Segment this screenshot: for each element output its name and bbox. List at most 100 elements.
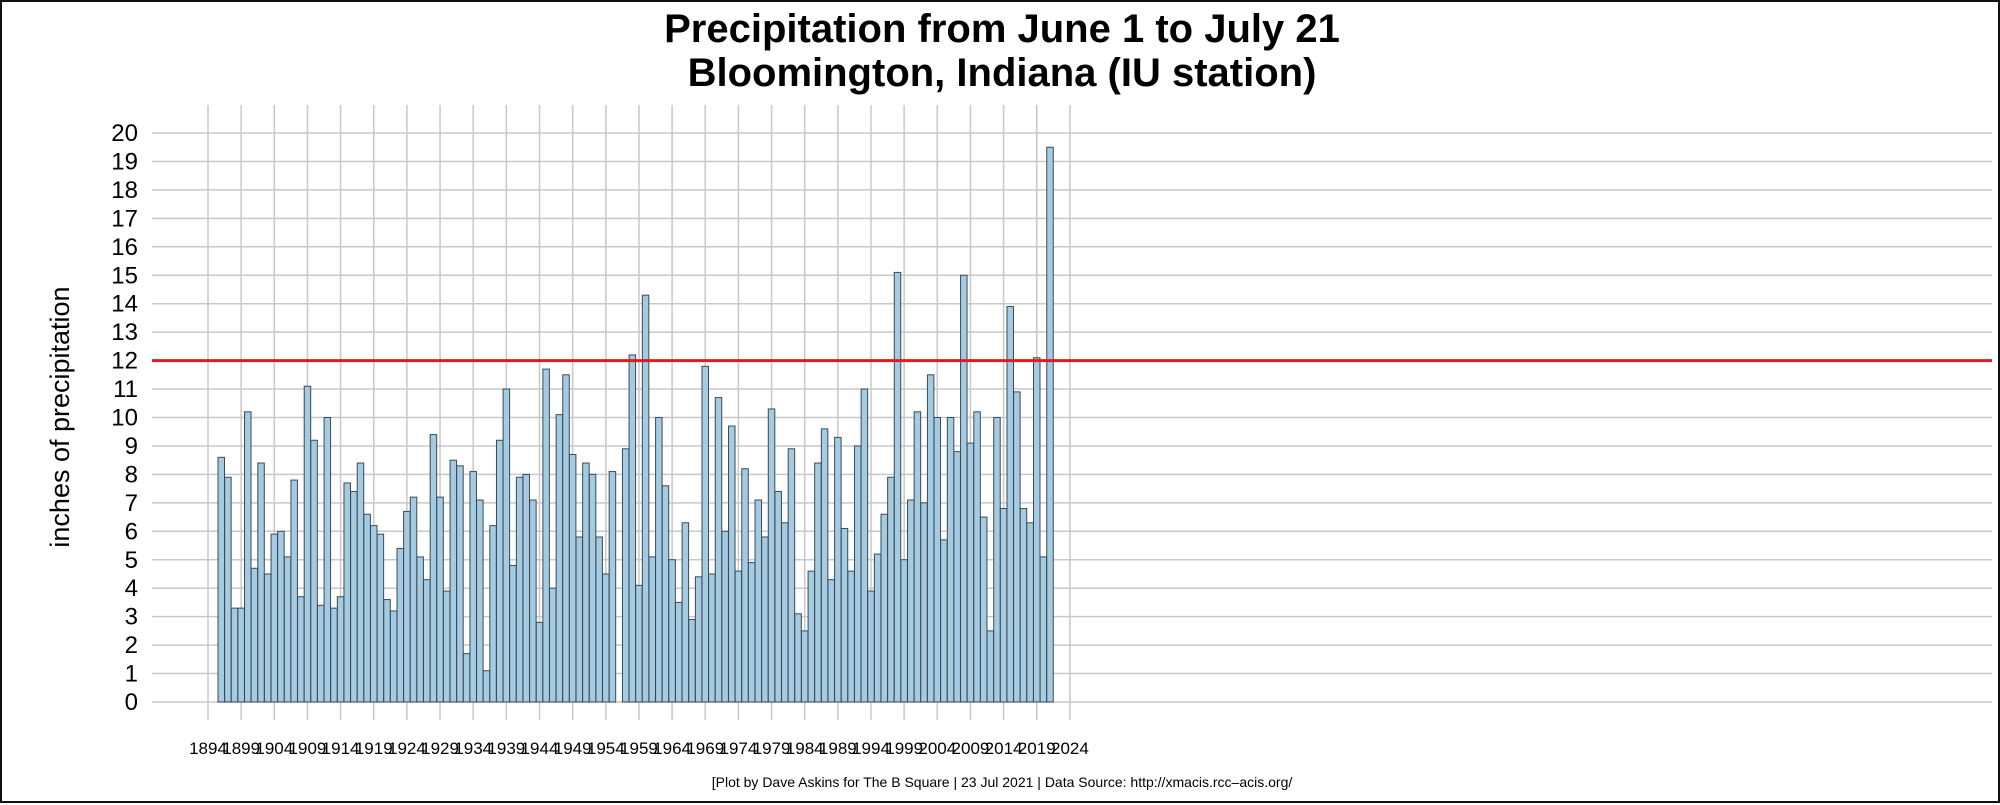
bar-1934 xyxy=(469,471,477,703)
x-tick-label: 1939 xyxy=(487,739,525,758)
bar-2004 xyxy=(933,417,942,703)
x-tick-label: 1899 xyxy=(222,739,260,758)
bar-1986 xyxy=(814,462,822,703)
y-tick-label: 9 xyxy=(125,433,138,460)
bar-2001 xyxy=(913,411,922,703)
bar-1939 xyxy=(502,388,511,703)
y-tick-label: 20 xyxy=(111,120,138,147)
bar-1900 xyxy=(244,411,252,703)
bar-1953 xyxy=(595,536,603,703)
bar-1969 xyxy=(701,365,709,703)
bar-2009 xyxy=(966,442,975,703)
bar-1928 xyxy=(429,434,438,703)
bar-1948 xyxy=(562,374,570,703)
bar-1980 xyxy=(774,490,782,703)
bar-1988 xyxy=(827,579,835,703)
bar-1946 xyxy=(549,587,557,703)
y-tick-label: 12 xyxy=(111,348,138,375)
bar-2016 xyxy=(1013,391,1021,703)
bar-1949 xyxy=(568,453,577,703)
x-tick-label: 2024 xyxy=(1051,739,1089,758)
plot-credit: [Plot by Dave Askins for The B Square | … xyxy=(712,774,1293,790)
x-tick-label: 1914 xyxy=(322,739,360,758)
x-tick-label: 1959 xyxy=(620,739,658,758)
bar-1919 xyxy=(370,525,378,703)
bar-1922 xyxy=(389,610,398,703)
bar-1998 xyxy=(893,271,902,703)
x-tick-label: 1909 xyxy=(289,739,327,758)
bar-1897 xyxy=(224,476,232,703)
x-tick-label: 1964 xyxy=(653,739,691,758)
bar-1959 xyxy=(635,584,643,703)
bar-1994 xyxy=(867,590,875,703)
x-tick-label: 1944 xyxy=(521,739,559,758)
bar-1899 xyxy=(237,607,245,703)
bar-1979 xyxy=(767,408,776,703)
bar-1930 xyxy=(442,590,451,703)
x-tick-label: 1979 xyxy=(753,739,791,758)
x-tick-label: 2014 xyxy=(985,739,1023,758)
bar-1926 xyxy=(416,556,424,703)
bar-1975 xyxy=(741,468,749,703)
bar-1925 xyxy=(409,496,418,703)
bar-1992 xyxy=(853,445,862,703)
bar-1982 xyxy=(787,448,796,703)
bar-1985 xyxy=(807,570,816,703)
bar-1936 xyxy=(482,670,491,703)
chart-title: Precipitation from June 1 to July 21 xyxy=(664,7,1340,51)
bar-1933 xyxy=(462,653,471,703)
bar-1987 xyxy=(820,428,829,703)
x-tick-label: 2009 xyxy=(952,739,990,758)
bar-1902 xyxy=(257,462,265,703)
bar-1941 xyxy=(515,476,524,703)
bar-1904 xyxy=(270,533,279,703)
bar-1932 xyxy=(456,465,464,703)
bar-2011 xyxy=(979,516,988,703)
bar-1976 xyxy=(747,562,756,703)
x-tick-label: 1949 xyxy=(554,739,592,758)
bar-1990 xyxy=(840,527,849,703)
bar-1989 xyxy=(834,436,842,703)
y-tick-label: 18 xyxy=(111,177,138,204)
bar-1905 xyxy=(277,530,285,703)
y-tick-label: 14 xyxy=(111,291,138,318)
x-tick-label: 1974 xyxy=(719,739,757,758)
bar-1954 xyxy=(602,573,610,703)
bar-1950 xyxy=(575,536,584,703)
bar-1991 xyxy=(847,570,855,703)
bar-1924 xyxy=(403,510,411,703)
bar-1901 xyxy=(250,567,259,703)
bar-1923 xyxy=(396,547,405,703)
x-tick-label: 1894 xyxy=(189,739,227,758)
x-tick-label: 2019 xyxy=(1018,739,1056,758)
bar-1965 xyxy=(674,601,683,703)
bar-1968 xyxy=(694,576,703,703)
bar-1935 xyxy=(476,499,484,703)
bar-1966 xyxy=(681,522,690,703)
y-tick-label: 10 xyxy=(111,405,138,432)
y-tick-label: 8 xyxy=(125,461,138,488)
bar-2005 xyxy=(940,539,948,703)
bar-1963 xyxy=(661,485,670,703)
bar-1921 xyxy=(383,599,391,703)
bar-1915 xyxy=(343,482,351,703)
y-tick-label: 16 xyxy=(111,234,138,261)
bar-1977 xyxy=(754,499,763,703)
bar-1997 xyxy=(887,476,895,703)
bar-1938 xyxy=(495,439,504,703)
y-tick-label: 6 xyxy=(125,518,138,545)
bar-2013 xyxy=(993,417,1001,703)
y-tick-label: 3 xyxy=(125,604,138,631)
bar-1999 xyxy=(900,559,908,703)
bar-1944 xyxy=(535,621,544,703)
bar-1942 xyxy=(522,473,530,703)
y-tick-label: 17 xyxy=(111,205,138,232)
bar-layer xyxy=(217,146,1054,703)
bar-1914 xyxy=(336,596,345,703)
y-tick-label: 0 xyxy=(125,689,138,716)
bar-1996 xyxy=(880,513,889,703)
bar-1898 xyxy=(230,607,239,703)
bar-2020 xyxy=(1039,556,1048,703)
x-tick-label: 1934 xyxy=(454,739,492,758)
